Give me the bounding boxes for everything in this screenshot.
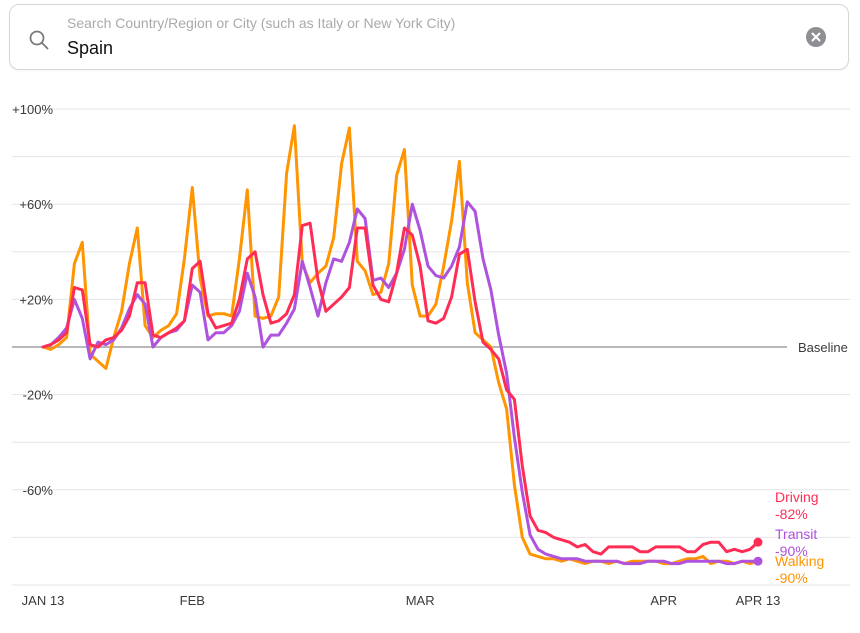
y-tick-label: -60%: [23, 483, 54, 498]
search-input[interactable]: [67, 38, 707, 59]
series-label-walking: Walking: [775, 553, 824, 569]
series-end-dot-transit: [753, 556, 763, 566]
close-icon: [811, 32, 821, 42]
series-label-driving: Driving: [775, 489, 819, 505]
x-tick-label: MAR: [406, 593, 435, 608]
series-value-transit: -90%: [775, 543, 808, 559]
search-placeholder: Search Country/Region or City (such as I…: [67, 15, 456, 31]
series-end-dot-driving: [753, 537, 763, 547]
clear-search-button[interactable]: [806, 27, 826, 47]
x-tick-label: APR: [650, 593, 677, 608]
x-tick-label: JAN 13: [22, 593, 65, 608]
series-value-driving: -82%: [775, 506, 808, 522]
x-tick-label: APR 13: [736, 593, 781, 608]
y-tick-label: +100%: [12, 102, 53, 117]
x-tick-label: FEB: [180, 593, 205, 608]
series-value-walking: -90%: [775, 570, 808, 586]
baseline-label: Baseline: [798, 340, 848, 355]
search-icon: [29, 30, 49, 50]
series-label-transit: Transit: [775, 526, 817, 542]
y-tick-label: +20%: [19, 292, 53, 307]
series-line-walking: [41, 124, 760, 566]
series-line-driving: [41, 221, 760, 556]
y-tick-label: +60%: [19, 197, 53, 212]
search-bar[interactable]: Search Country/Region or City (such as I…: [9, 4, 849, 70]
mobility-trends-chart: +100% +60% +20% -20% -60% Baseline JAN 13 FEB MA…: [12, 102, 850, 608]
y-tick-label: -20%: [23, 388, 54, 403]
